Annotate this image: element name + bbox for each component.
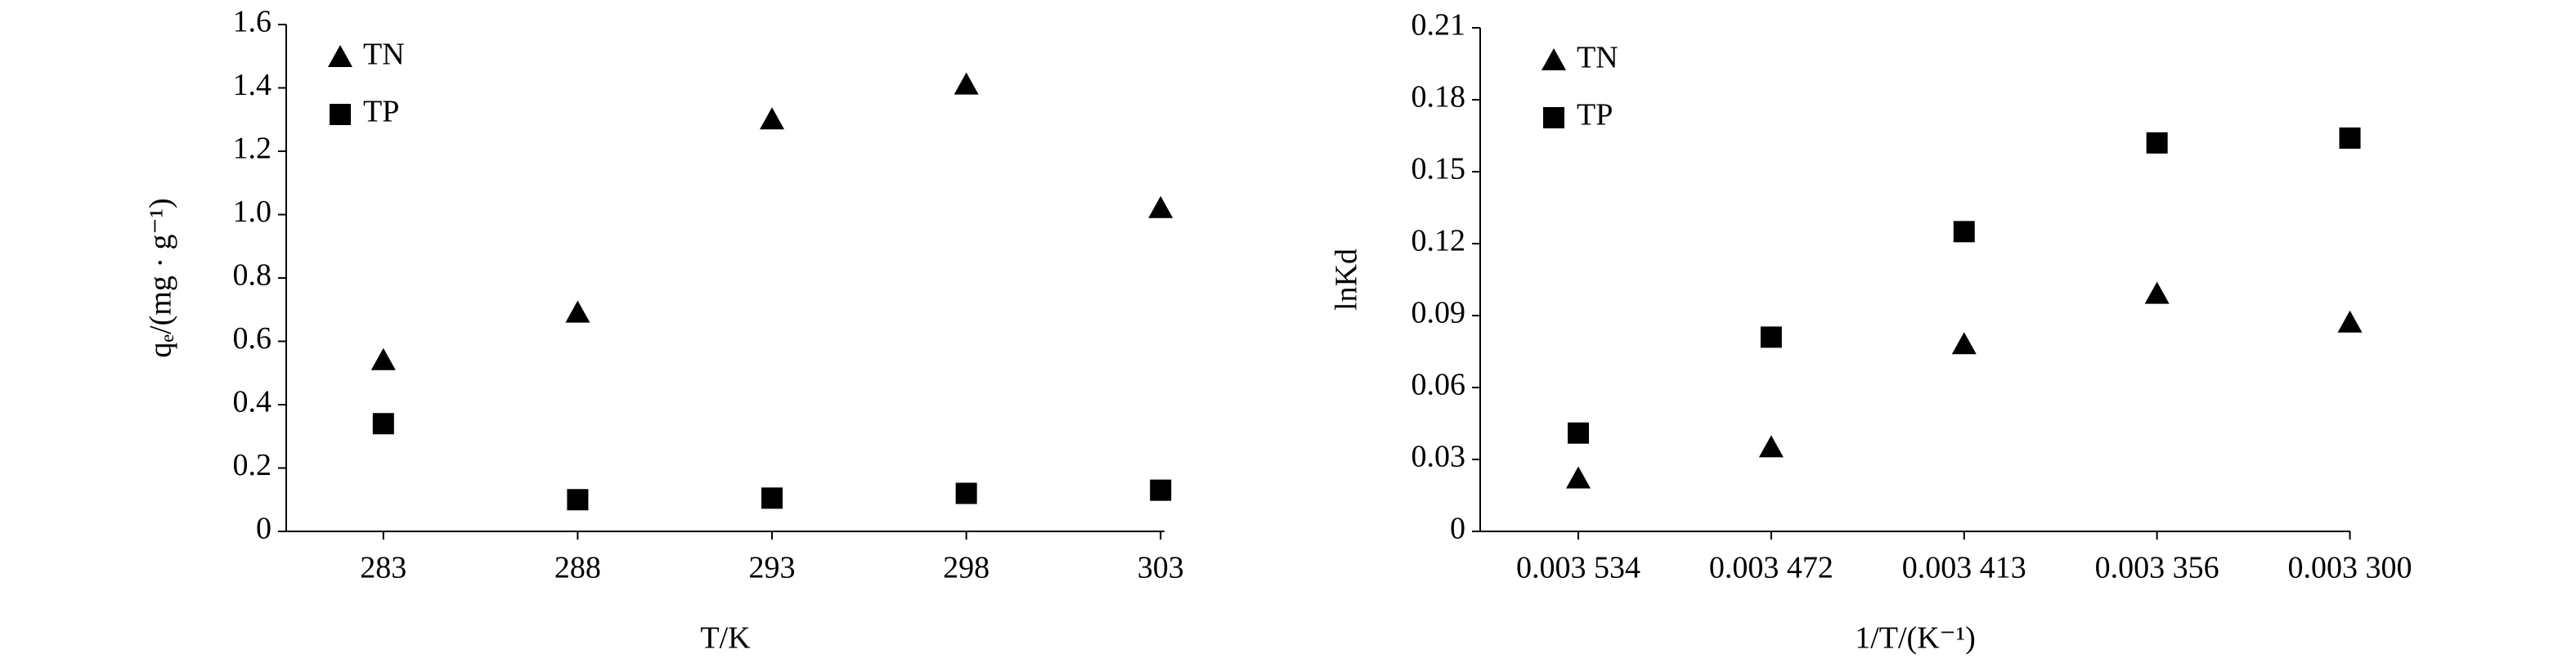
point [1148,195,1174,218]
y-tick-label: 0.2 [233,448,272,482]
y-axis-label: qₑ/(mg · g⁻¹) [144,198,178,357]
y-tick-label: 1.0 [233,195,272,229]
x-tick-label: 0.003 300 [2288,551,2412,585]
x-axis-label: 1/T/(K⁻¹) [1855,621,1976,656]
point [567,489,589,511]
legend-marker [1543,107,1564,128]
y-tick-label: 0 [256,512,272,546]
legend-label: TN [1577,41,1618,75]
point [761,487,783,509]
y-tick-label: 0.8 [233,258,272,293]
x-axis-label: T/K [700,621,751,656]
y-tick-label: 0.12 [1411,224,1466,258]
x-tick-label: 293 [749,551,796,585]
point [2337,310,2363,333]
y-axis-label: lnKd [1330,249,1364,311]
y-tick-label: 0.21 [1411,8,1466,43]
point [2339,127,2361,149]
point [1951,332,1977,355]
y-tick-label: 0.15 [1411,152,1466,186]
point [372,413,394,435]
y-tick-label: 0.03 [1411,440,1466,474]
x-tick-label: 298 [943,551,990,585]
y-tick-label: 0 [1450,512,1465,546]
x-tick-label: 0.003 472 [1709,551,1833,585]
point [1150,479,1172,501]
y-tick-label: 1.6 [233,5,272,39]
legend-marker [328,45,352,67]
x-tick-label: 0.003 356 [2095,551,2219,585]
legend-label: TP [1577,98,1613,132]
point [1953,221,1975,243]
legend-marker [330,104,351,125]
x-tick-label: 303 [1138,551,1184,585]
legend-marker [1542,48,1566,70]
point [370,347,396,370]
point [2146,132,2168,154]
point [1566,466,1591,489]
x-tick-label: 0.003 534 [1516,551,1640,585]
y-tick-label: 1.4 [233,68,272,102]
point [565,300,590,323]
y-tick-label: 0.4 [233,385,272,419]
point [1758,435,1784,458]
y-tick-label: 0.18 [1411,80,1466,114]
y-tick-label: 1.2 [233,132,272,166]
x-tick-label: 283 [360,551,406,585]
point [760,107,785,130]
point [2144,281,2170,304]
x-tick-label: 0.003 413 [1902,551,2026,585]
point [954,72,979,95]
point [955,482,977,504]
x-tick-label: 288 [554,551,601,585]
legend-label: TP [363,95,399,129]
point [1568,422,1589,444]
y-tick-label: 0.06 [1411,368,1466,402]
y-tick-label: 0.09 [1411,296,1466,330]
y-tick-label: 0.6 [233,321,272,356]
legend-label: TN [363,38,405,72]
point [1760,326,1782,348]
